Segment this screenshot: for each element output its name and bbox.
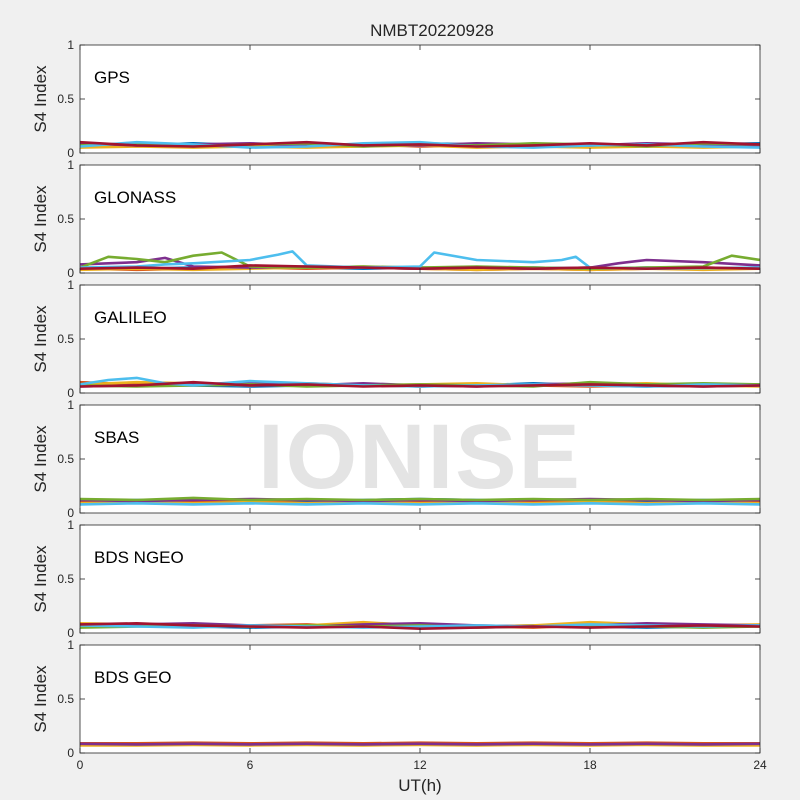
y-tick-label: 0 — [67, 626, 74, 640]
series-group — [80, 741, 760, 747]
y-axis-label: S4 Index — [31, 425, 50, 493]
series-line — [80, 501, 760, 506]
y-tick-label: 0.5 — [57, 692, 74, 706]
series-group — [80, 250, 760, 272]
y-axis-label: S4 Index — [31, 185, 50, 253]
y-tick-label: 1 — [67, 38, 74, 52]
y-tick-label: 1 — [67, 398, 74, 412]
y-tick-label: 0.5 — [57, 92, 74, 106]
y-axis-label: S4 Index — [31, 65, 50, 133]
series-group — [80, 140, 760, 149]
panel-label: SBAS — [94, 428, 139, 447]
y-tick-label: 0.5 — [57, 572, 74, 586]
y-tick-label: 0 — [67, 266, 74, 280]
subplot-stack: 0 0.5 1 S4 Index GPS 0 0.5 1 S4 Index GLONASS 0 0.5… — [31, 38, 767, 795]
series-line — [80, 380, 760, 388]
subplot-3: 0 0.5 1 S4 Index GALILEO — [31, 278, 761, 400]
panel-label: GLONASS — [94, 188, 176, 207]
y-tick-label: 0 — [67, 386, 74, 400]
axes-background — [80, 165, 760, 273]
axes-background — [80, 645, 760, 753]
y-tick-label: 1 — [67, 278, 74, 292]
y-tick-label: 0 — [67, 746, 74, 760]
series-group — [80, 496, 760, 506]
axes-background — [80, 525, 760, 633]
subplot-4: 0 0.5 1 S4 Index SBAS — [31, 398, 761, 520]
series-line — [80, 621, 760, 628]
y-tick-label: 1 — [67, 518, 74, 532]
y-axis-label: S4 Index — [31, 545, 50, 613]
series-group — [80, 620, 760, 631]
y-tick-label: 1 — [67, 158, 74, 172]
panel-label: BDS NGEO — [94, 548, 184, 567]
panel-label: BDS GEO — [94, 668, 171, 687]
y-tick-label: 1 — [67, 638, 74, 652]
series-line — [80, 742, 760, 746]
y-tick-label: 0.5 — [57, 212, 74, 226]
subplot-5: 0 0.5 1 S4 Index BDS NGEO — [31, 518, 761, 640]
x-tick-label: 12 — [413, 758, 427, 772]
y-axis-label: S4 Index — [31, 665, 50, 733]
x-tick-label: 24 — [753, 758, 767, 772]
series-line — [80, 496, 760, 502]
y-axis-label: S4 Index — [31, 305, 50, 373]
x-axis-label: UT(h) — [398, 776, 441, 795]
y-tick-label: 0.5 — [57, 332, 74, 346]
axes-background — [80, 45, 760, 153]
panel-label: GPS — [94, 68, 130, 87]
y-tick-label: 0.5 — [57, 452, 74, 466]
y-tick-label: 0 — [67, 146, 74, 160]
series-line — [80, 140, 760, 148]
subplot-1: 0 0.5 1 S4 Index GPS — [31, 38, 761, 160]
watermark: IONISE — [258, 406, 582, 508]
axes-background — [80, 405, 760, 513]
axes-background — [80, 285, 760, 393]
panel-label: GALILEO — [94, 308, 167, 327]
x-tick-label: 6 — [247, 758, 254, 772]
subplot-6: 0 0.5 1 0 6 12 18 24 UT(h) S4 Index BDS GEO — [31, 638, 767, 795]
subplot-2: 0 0.5 1 S4 Index GLONASS — [31, 158, 761, 280]
series-group — [80, 376, 760, 388]
x-tick-label: 18 — [583, 758, 597, 772]
x-tick-label: 0 — [77, 758, 84, 772]
y-tick-label: 0 — [67, 506, 74, 520]
figure-title: NMBT20220928 — [370, 21, 494, 40]
